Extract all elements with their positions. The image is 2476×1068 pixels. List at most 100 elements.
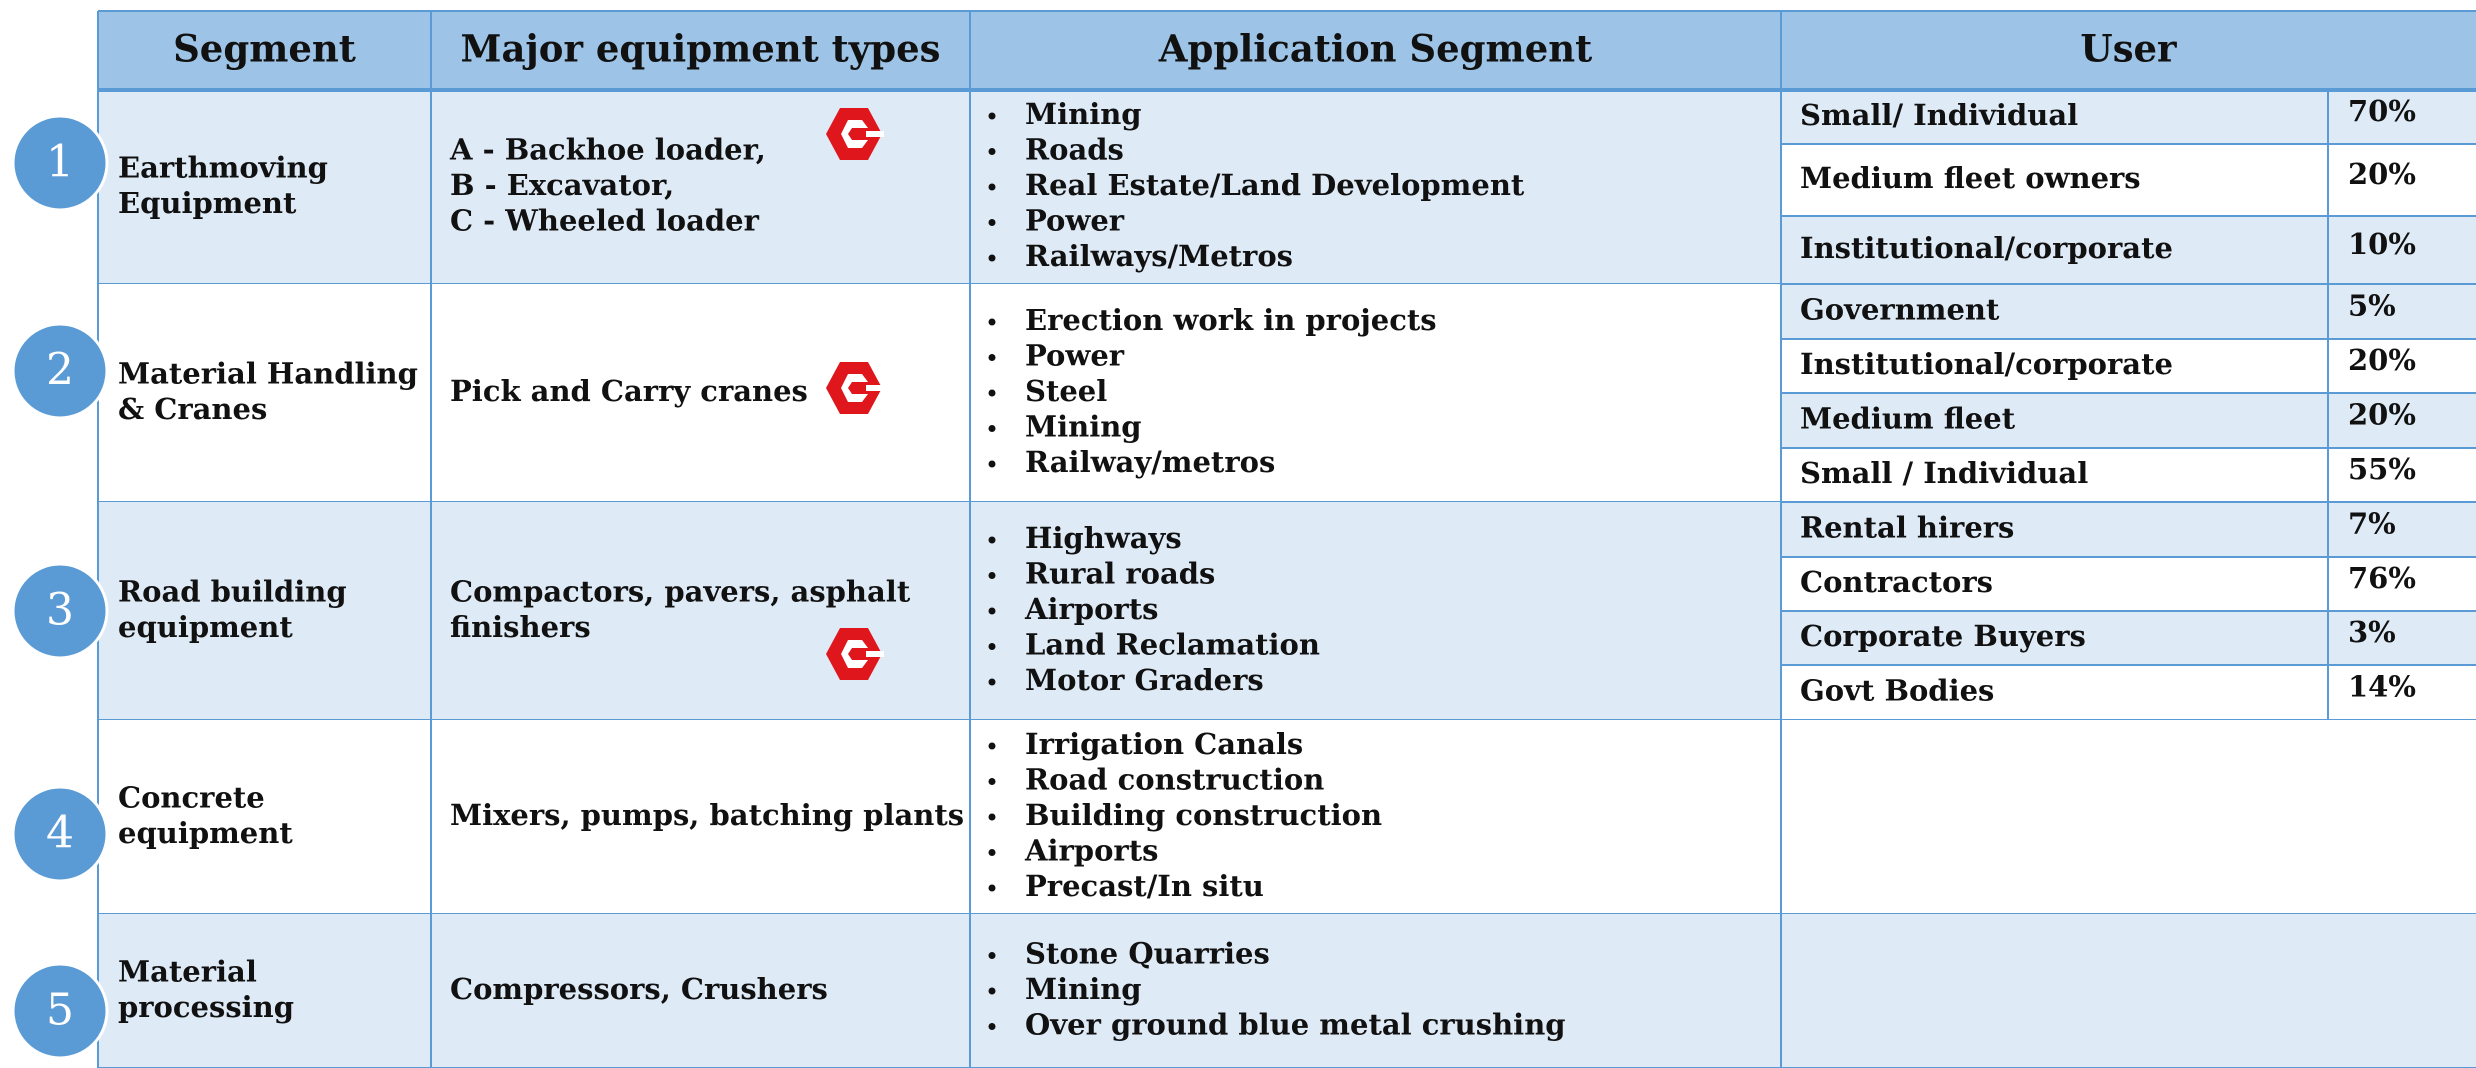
application-item: Power xyxy=(1025,204,1125,238)
bullet xyxy=(988,643,996,650)
bullet xyxy=(988,1023,996,1030)
equipment-type: finishers xyxy=(450,610,591,644)
application-item: Mining xyxy=(1025,972,1142,1006)
user-share: 7% xyxy=(2348,507,2396,541)
bullet xyxy=(988,849,996,856)
application-item: Precast/In situ xyxy=(1025,869,1264,903)
user-row-bg xyxy=(1781,502,2476,557)
application-item: Railways/Metros xyxy=(1025,239,1293,273)
user-share: 20% xyxy=(2348,343,2416,377)
equipment-type: Mixers, pumps, batching plants xyxy=(450,798,964,832)
equipment-type: C - Wheeled loader xyxy=(450,204,760,238)
user-name: Small/ Individual xyxy=(1800,98,2078,132)
application-item: Building construction xyxy=(1025,798,1382,832)
row-bg xyxy=(98,914,2476,1068)
row-number: 3 xyxy=(46,585,74,636)
row-number-badge xyxy=(11,562,109,660)
application-item: Power xyxy=(1025,339,1125,373)
user-share: 3% xyxy=(2348,615,2396,649)
equipment-type: A - Backhoe loader, xyxy=(449,133,766,167)
column-header: User xyxy=(2080,27,2177,71)
user-share: 20% xyxy=(2348,398,2416,432)
segment-name: equipment xyxy=(118,816,293,850)
segment-name: Earthmoving xyxy=(118,150,328,184)
user-share: 55% xyxy=(2348,452,2416,486)
user-row-bg xyxy=(1781,665,2476,720)
bullet xyxy=(988,884,996,892)
equipment-type: Compactors, pavers, asphalt xyxy=(450,574,911,608)
application-item: Over ground blue metal crushing xyxy=(1025,1008,1566,1042)
segment-name: Equipment xyxy=(118,186,297,220)
user-share: 70% xyxy=(2348,94,2416,128)
user-row-bg xyxy=(1781,90,2476,144)
application-item: Railway/metros xyxy=(1025,445,1275,479)
bullet xyxy=(988,952,996,959)
row-number: 1 xyxy=(46,137,74,188)
user-name: Contractors xyxy=(1800,565,1993,599)
user-name: Govt Bodies xyxy=(1800,674,1994,708)
user-name: Institutional/corporate xyxy=(1800,347,2173,381)
segment-name: & Cranes xyxy=(118,392,267,426)
segment-name: processing xyxy=(118,990,294,1024)
application-item: Erection work in projects xyxy=(1025,303,1437,337)
application-item: Roads xyxy=(1025,133,1124,167)
bullet xyxy=(988,354,996,361)
segment-name: Material Handling xyxy=(118,356,418,390)
bullet xyxy=(988,813,996,821)
application-item: Highways xyxy=(1025,521,1182,555)
application-item: Airports xyxy=(1024,834,1158,868)
user-share: 20% xyxy=(2348,157,2416,191)
row-number-badge xyxy=(11,962,109,1060)
application-item: Steel xyxy=(1025,374,1107,408)
user-row-bg xyxy=(1781,284,2476,339)
bullet xyxy=(988,778,996,785)
segment-name: Road building xyxy=(118,574,347,608)
user-row-bg xyxy=(1781,144,2476,216)
bullet xyxy=(988,425,996,432)
row-number-badge xyxy=(11,114,109,212)
segment-name: Concrete xyxy=(118,780,265,814)
application-item: Irrigation Canals xyxy=(1025,727,1303,761)
application-item: Real Estate/Land Development xyxy=(1025,168,1525,202)
bullet xyxy=(988,536,996,544)
user-row-bg xyxy=(1781,448,2476,502)
column-header: Application Segment xyxy=(1158,27,1593,71)
bullet xyxy=(988,607,996,615)
user-share: 14% xyxy=(2348,670,2416,704)
row-number-badge xyxy=(11,322,109,420)
bullet xyxy=(988,318,996,326)
bullet xyxy=(988,987,996,995)
user-name: Corporate Buyers xyxy=(1800,619,2086,653)
user-share: 10% xyxy=(2348,227,2416,261)
application-item: Motor Graders xyxy=(1025,663,1264,697)
bullet xyxy=(988,460,996,468)
user-name: Small / Individual xyxy=(1800,456,2088,490)
header-row xyxy=(98,11,2476,90)
bullet xyxy=(988,112,996,120)
user-row-bg xyxy=(1781,216,2476,284)
bullet xyxy=(988,254,996,262)
user-name: Government xyxy=(1800,293,2000,327)
bullet xyxy=(988,148,996,155)
column-header: Segment xyxy=(173,27,356,71)
application-item: Rural roads xyxy=(1025,557,1215,591)
application-item: Airports xyxy=(1024,592,1158,626)
segment-name: Material xyxy=(118,954,257,988)
equipment-type: Pick and Carry cranes xyxy=(450,374,808,408)
bullet xyxy=(988,219,996,226)
user-row-bg xyxy=(1781,339,2476,393)
bullet xyxy=(988,572,996,579)
column-header: Major equipment types xyxy=(460,27,940,71)
row-number: 2 xyxy=(46,345,74,396)
segment-name: equipment xyxy=(118,610,293,644)
application-item: Land Reclamation xyxy=(1025,628,1320,662)
application-item: Road construction xyxy=(1025,763,1324,797)
bullet xyxy=(988,678,996,686)
bullet xyxy=(988,389,996,397)
equipment-type: Compressors, Crushers xyxy=(450,972,828,1006)
user-row-bg xyxy=(1781,557,2476,611)
user-row-bg xyxy=(1781,393,2476,448)
application-item: Stone Quarries xyxy=(1025,937,1270,971)
